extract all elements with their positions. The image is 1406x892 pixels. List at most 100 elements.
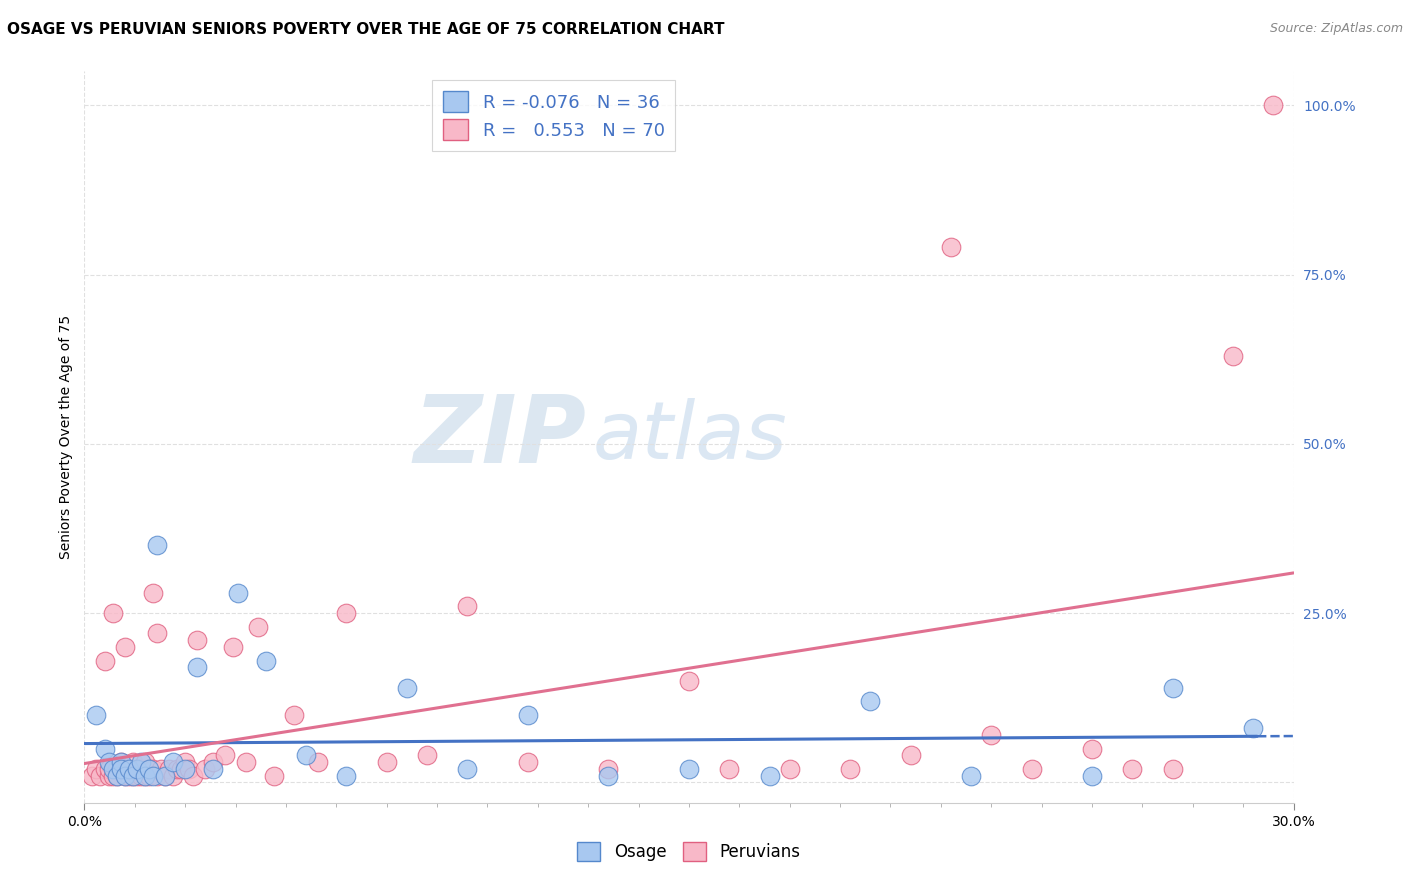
Text: Source: ZipAtlas.com: Source: ZipAtlas.com	[1270, 22, 1403, 36]
Point	[110, 762, 132, 776]
Point	[146, 538, 169, 552]
Point	[110, 762, 132, 776]
Point	[202, 755, 225, 769]
Point	[1081, 741, 1104, 756]
Point	[105, 762, 128, 776]
Point	[900, 748, 922, 763]
Text: ZIP: ZIP	[413, 391, 586, 483]
Point	[246, 620, 269, 634]
Point	[179, 762, 201, 776]
Point	[121, 769, 143, 783]
Point	[97, 762, 120, 776]
Point	[516, 755, 538, 769]
Point	[456, 599, 478, 614]
Point	[162, 755, 184, 769]
Point	[1161, 681, 1184, 695]
Point	[779, 762, 801, 776]
Point	[125, 762, 148, 776]
Point	[110, 755, 132, 769]
Point	[758, 769, 780, 783]
Point	[295, 748, 318, 763]
Point	[149, 762, 172, 776]
Point	[114, 762, 136, 776]
Point	[101, 769, 124, 783]
Point	[142, 586, 165, 600]
Point	[1021, 762, 1043, 776]
Point	[146, 626, 169, 640]
Point	[181, 769, 204, 783]
Point	[142, 762, 165, 776]
Legend: Osage, Peruvians: Osage, Peruvians	[571, 835, 807, 868]
Point	[114, 640, 136, 654]
Point	[516, 707, 538, 722]
Point	[129, 769, 152, 783]
Point	[1222, 349, 1244, 363]
Point	[118, 769, 141, 783]
Point	[162, 769, 184, 783]
Point	[839, 762, 862, 776]
Point	[335, 769, 357, 783]
Point	[1241, 721, 1264, 735]
Point	[194, 762, 217, 776]
Point	[186, 660, 208, 674]
Point	[375, 755, 398, 769]
Point	[1081, 769, 1104, 783]
Point	[980, 728, 1002, 742]
Point	[166, 762, 188, 776]
Point	[678, 673, 700, 688]
Point	[134, 769, 156, 783]
Point	[129, 762, 152, 776]
Point	[146, 769, 169, 783]
Point	[186, 633, 208, 648]
Point	[456, 762, 478, 776]
Point	[678, 762, 700, 776]
Point	[110, 755, 132, 769]
Point	[939, 240, 962, 254]
Point	[202, 762, 225, 776]
Point	[125, 769, 148, 783]
Point	[93, 741, 115, 756]
Point	[86, 707, 108, 722]
Text: atlas: atlas	[592, 398, 787, 476]
Point	[125, 762, 148, 776]
Point	[138, 762, 160, 776]
Point	[153, 769, 176, 783]
Point	[960, 769, 983, 783]
Point	[121, 755, 143, 769]
Point	[86, 762, 108, 776]
Point	[121, 769, 143, 783]
Point	[93, 654, 115, 668]
Point	[89, 769, 111, 783]
Text: OSAGE VS PERUVIAN SENIORS POVERTY OVER THE AGE OF 75 CORRELATION CHART: OSAGE VS PERUVIAN SENIORS POVERTY OVER T…	[7, 22, 724, 37]
Point	[129, 755, 152, 769]
Point	[118, 762, 141, 776]
Point	[114, 769, 136, 783]
Point	[307, 755, 329, 769]
Point	[1263, 98, 1285, 112]
Point	[142, 769, 165, 783]
Point	[101, 606, 124, 620]
Point	[859, 694, 882, 708]
Point	[134, 755, 156, 769]
Point	[105, 769, 128, 783]
Point	[101, 762, 124, 776]
Point	[97, 769, 120, 783]
Point	[235, 755, 257, 769]
Point	[174, 762, 197, 776]
Point	[170, 762, 193, 776]
Point	[263, 769, 285, 783]
Point	[114, 769, 136, 783]
Y-axis label: Seniors Poverty Over the Age of 75: Seniors Poverty Over the Age of 75	[59, 315, 73, 559]
Point	[598, 769, 620, 783]
Point	[1161, 762, 1184, 776]
Point	[254, 654, 277, 668]
Point	[153, 769, 176, 783]
Point	[214, 748, 236, 763]
Point	[97, 755, 120, 769]
Point	[718, 762, 741, 776]
Point	[157, 762, 180, 776]
Point	[118, 762, 141, 776]
Point	[598, 762, 620, 776]
Point	[226, 586, 249, 600]
Point	[174, 755, 197, 769]
